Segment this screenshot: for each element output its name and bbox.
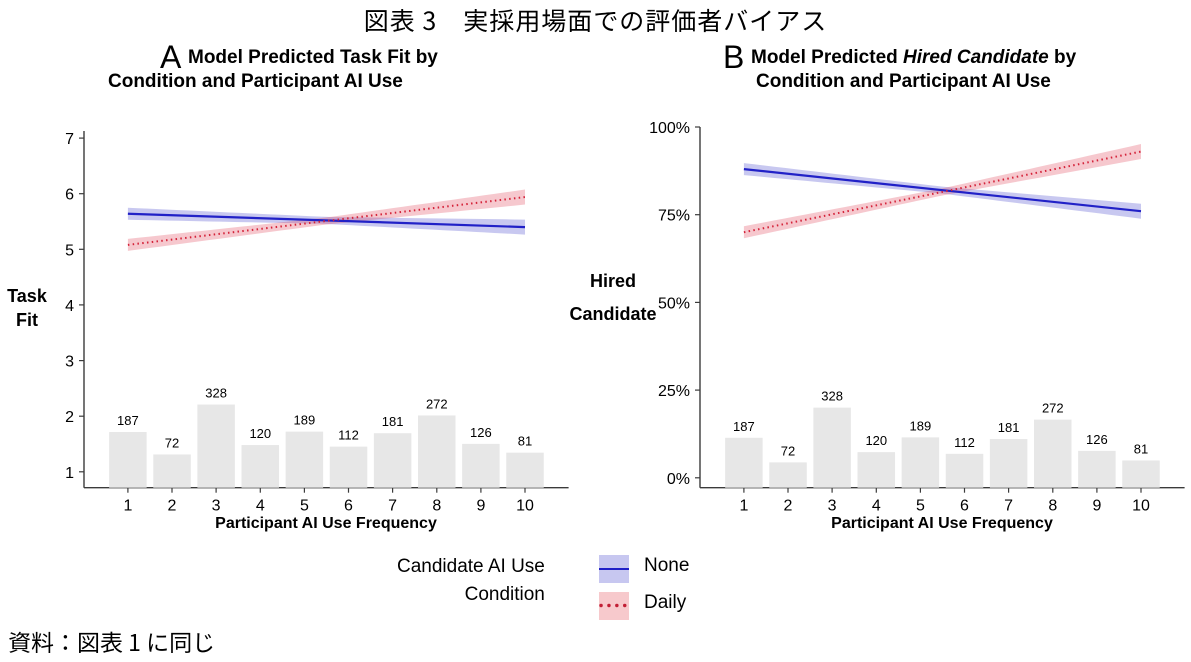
svg-text:187: 187: [733, 419, 755, 434]
svg-text:189: 189: [294, 413, 316, 428]
svg-text:272: 272: [1042, 401, 1064, 416]
svg-text:9: 9: [476, 498, 485, 515]
svg-text:4: 4: [872, 498, 881, 515]
svg-text:181: 181: [382, 414, 404, 429]
svg-text:75%: 75%: [658, 208, 690, 225]
svg-text:25%: 25%: [658, 383, 690, 400]
svg-text:8: 8: [1048, 498, 1057, 515]
svg-text:72: 72: [165, 435, 179, 450]
svg-text:Fit: Fit: [16, 310, 38, 330]
svg-text:3: 3: [65, 354, 74, 371]
svg-text:Candidate: Candidate: [569, 304, 656, 324]
svg-text:6: 6: [960, 498, 969, 515]
svg-text:112: 112: [954, 435, 975, 450]
svg-text:81: 81: [1134, 442, 1148, 457]
svg-text:187: 187: [117, 413, 139, 428]
svg-text:0%: 0%: [667, 471, 690, 488]
svg-text:7: 7: [388, 498, 397, 515]
svg-text:7: 7: [1004, 498, 1013, 515]
svg-text:2: 2: [65, 409, 74, 426]
svg-text:Participant AI Use Frequency: Participant AI Use Frequency: [831, 515, 1053, 532]
svg-text:272: 272: [426, 397, 448, 412]
svg-text:8: 8: [432, 498, 441, 515]
svg-text:5: 5: [300, 498, 309, 515]
svg-text:Hired: Hired: [590, 271, 636, 291]
svg-text:Model Predicted Task Fit by: Model Predicted Task Fit by: [188, 47, 438, 68]
svg-text:120: 120: [249, 426, 271, 441]
svg-text:1: 1: [739, 498, 748, 515]
svg-text:189: 189: [910, 418, 932, 433]
svg-text:328: 328: [205, 386, 227, 401]
svg-text:72: 72: [781, 443, 795, 458]
svg-text:120: 120: [865, 433, 887, 448]
svg-text:6: 6: [65, 187, 74, 204]
svg-text:5: 5: [916, 498, 925, 515]
svg-text:3: 3: [828, 498, 837, 515]
svg-text:100%: 100%: [649, 120, 690, 137]
svg-text:4: 4: [65, 298, 74, 315]
svg-text:1: 1: [65, 465, 74, 482]
svg-text:Condition and Participant AI U: Condition and Participant AI Use: [756, 71, 1051, 92]
svg-text:2: 2: [168, 498, 177, 515]
svg-text:A: A: [160, 39, 182, 75]
svg-text:3: 3: [212, 498, 221, 515]
svg-text:50%: 50%: [658, 295, 690, 312]
svg-text:126: 126: [470, 425, 492, 440]
svg-text:10: 10: [1132, 498, 1150, 515]
svg-text:2: 2: [784, 498, 793, 515]
svg-text:4: 4: [256, 498, 265, 515]
svg-text:6: 6: [344, 498, 353, 515]
svg-text:7: 7: [65, 131, 74, 148]
svg-text:81: 81: [518, 434, 532, 449]
svg-text:Model Predicted Hired Candidat: Model Predicted Hired Candidate by: [751, 47, 1077, 68]
svg-text:126: 126: [1086, 432, 1108, 447]
svg-text:B: B: [723, 39, 744, 75]
svg-text:10: 10: [516, 498, 534, 515]
svg-text:Participant AI Use Frequency: Participant AI Use Frequency: [215, 515, 437, 532]
svg-text:Condition and Participant AI U: Condition and Participant AI Use: [108, 71, 403, 92]
svg-text:5: 5: [65, 242, 74, 259]
svg-text:Task: Task: [7, 286, 48, 306]
svg-text:9: 9: [1092, 498, 1101, 515]
svg-text:181: 181: [998, 420, 1020, 435]
svg-text:112: 112: [338, 428, 359, 443]
svg-text:328: 328: [821, 389, 843, 404]
svg-text:1: 1: [123, 498, 132, 515]
